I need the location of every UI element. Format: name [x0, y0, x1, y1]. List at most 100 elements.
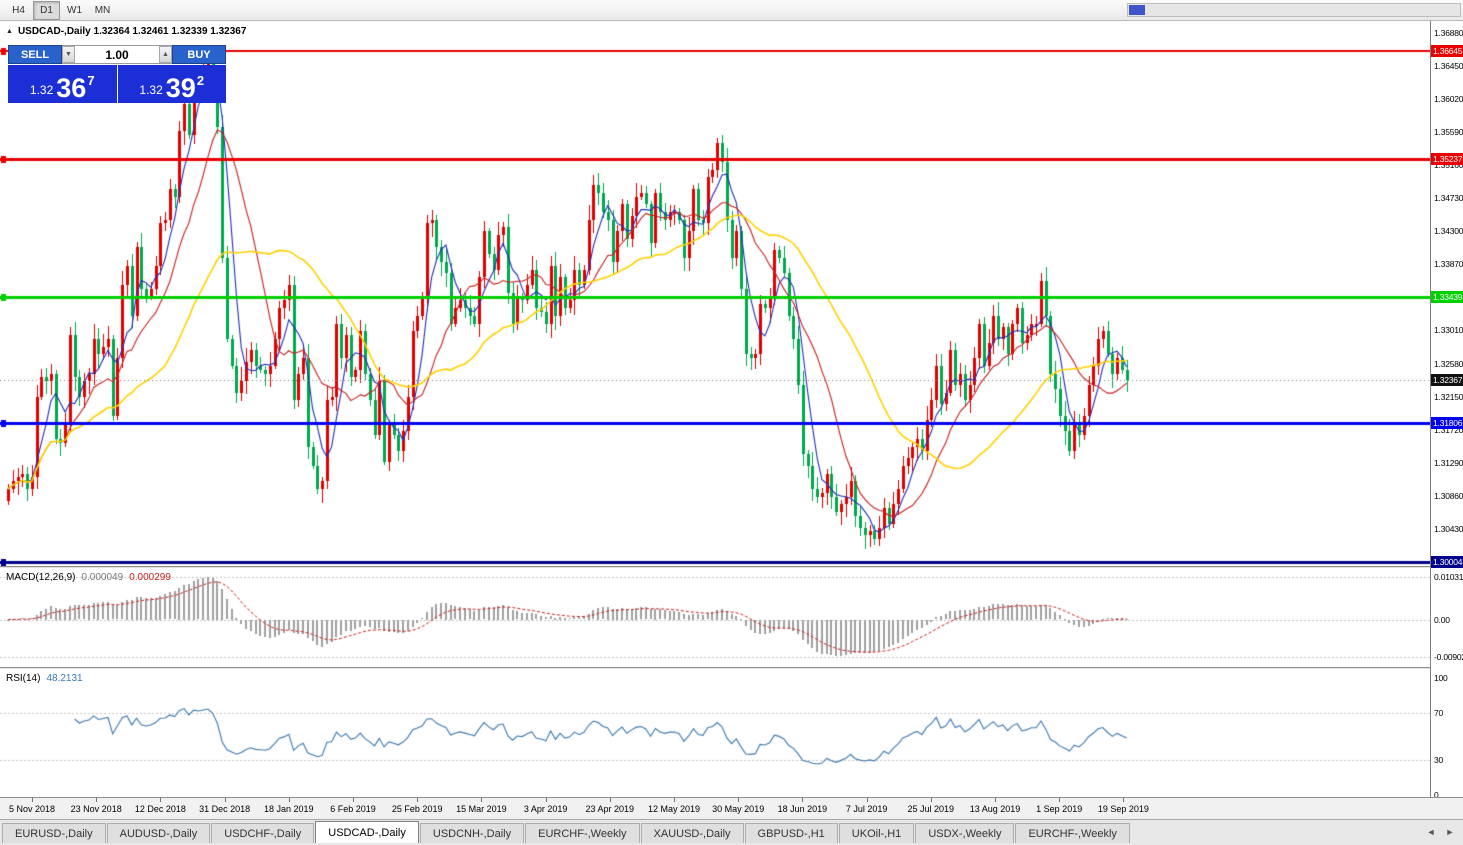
rsi-indicator-panel: RSI(14) 48.2131 — [0, 669, 1430, 797]
date-label: 3 Apr 2019 — [523, 804, 568, 814]
timeframe-button-d1[interactable]: D1 — [33, 0, 60, 20]
price-chart-panel: ▲ USDCAD-,Daily 1.32364 1.32461 1.32339 … — [0, 21, 1430, 566]
timeframe-toolbar: H4 D1 W1 MN — [0, 0, 1463, 21]
price-axis[interactable]: 1.368801.364501.360201.355901.351601.347… — [1430, 21, 1463, 800]
toolbar-scrollbar-thumb[interactable] — [1129, 5, 1145, 15]
date-tick — [481, 798, 482, 802]
macd-axis-label: 0.00 — [1434, 614, 1450, 625]
price-tick-label: 1.32580 — [1434, 358, 1463, 369]
timeframe-buttons: H4 D1 W1 MN — [5, 0, 117, 20]
price-level-badge: 1.33439 — [1431, 291, 1463, 304]
date-tick — [225, 798, 226, 802]
tab-scroll-arrows: ◄ ► — [1423, 823, 1463, 841]
date-tick — [1059, 798, 1060, 802]
chart-tab-usdx-weekly[interactable]: USDX-,Weekly — [915, 823, 1015, 843]
rsi-chart-canvas[interactable] — [0, 669, 1430, 797]
date-label: 30 May 2019 — [712, 804, 765, 814]
chart-tab-eurchf-weekly[interactable]: EURCHF-,Weekly — [525, 823, 640, 843]
axis-corner — [1430, 797, 1463, 819]
rsi-value: 48.2131 — [46, 673, 83, 684]
timeframe-button-h4[interactable]: H4 — [12, 4, 25, 16]
macd-axis-label: -0.0090203 — [1434, 651, 1463, 662]
chart-tab-usdchf-daily[interactable]: USDCHF-,Daily — [211, 823, 315, 843]
volume-input[interactable] — [75, 46, 159, 63]
chart-tab-gbpusd-h1[interactable]: GBPUSD-,H1 — [744, 823, 838, 843]
macd-chart-canvas[interactable] — [0, 568, 1430, 667]
price-tick-label: 1.36020 — [1434, 93, 1463, 104]
date-label: 15 Mar 2019 — [456, 804, 507, 814]
chart-tab-eurusd-daily[interactable]: EURUSD-,Daily — [2, 823, 106, 843]
macd-signal-value: 0.000299 — [129, 572, 171, 583]
rsi-axis-label: 100 — [1434, 673, 1448, 683]
date-tick — [738, 798, 739, 802]
chart-tab-xauusd-daily[interactable]: XAUUSD-,Daily — [640, 823, 744, 843]
date-tick — [546, 798, 547, 802]
price-level-badge: 1.31806 — [1431, 417, 1463, 430]
buy-price-pip-digit: 2 — [196, 73, 205, 88]
date-tick — [96, 798, 97, 802]
macd-name: MACD(12,26,9) — [6, 572, 76, 583]
date-tick — [1123, 798, 1124, 802]
volume-decrease-button[interactable]: ▼ — [62, 46, 75, 63]
price-tick-label: 1.31290 — [1434, 457, 1463, 468]
chart-tab-audusd-daily[interactable]: AUDUSD-,Daily — [106, 823, 211, 843]
date-label: 18 Jun 2019 — [777, 804, 828, 814]
chart-tabs-bar: EURUSD-,Daily AUDUSD-,Daily USDCHF-,Daily U… — [0, 819, 1463, 845]
price-tick-label: 1.35590 — [1434, 126, 1463, 137]
rsi-axis-label: 0 — [1434, 790, 1439, 800]
date-tick — [353, 798, 354, 802]
sell-price-prefix: 1.32 — [29, 83, 54, 97]
price-tick-label: 1.34300 — [1434, 226, 1463, 237]
indicator-collapse-icon[interactable]: ▲ — [6, 28, 13, 35]
price-tick-label: 1.31720 — [1434, 424, 1463, 435]
timeframe-button-w1[interactable]: W1 — [67, 4, 82, 16]
volume-increase-button[interactable]: ▲ — [159, 46, 172, 63]
tabs-scroll-right-icon[interactable]: ► — [1445, 826, 1455, 837]
date-tick — [931, 798, 932, 802]
rsi-axis-label: 70 — [1434, 708, 1444, 719]
one-click-trading-panel: SELL ▼ ▲ BUY 1.32 36 7 1.32 39 2 — [8, 45, 226, 103]
date-tick — [674, 798, 675, 802]
chart-tab-eurchf-weekly[interactable]: EURCHF-,Weekly — [1015, 823, 1130, 843]
price-tick-label: 1.33870 — [1434, 259, 1463, 270]
sell-button[interactable]: SELL — [8, 45, 62, 64]
chart-tab-ukoil-h1[interactable]: UKOil-,H1 — [838, 823, 915, 843]
chart-tab-usdcad-daily[interactable]: USDCAD-,Daily — [315, 821, 419, 843]
date-label: 12 May 2019 — [647, 804, 701, 814]
date-label: 31 Dec 2018 — [199, 804, 251, 814]
chart-tab-usdcnh-daily[interactable]: USDCNH-,Daily — [419, 823, 525, 843]
chart-title-text: USDCAD-,Daily 1.32364 1.32461 1.32339 1.… — [17, 26, 247, 37]
date-label: 7 Jul 2019 — [845, 804, 888, 814]
date-label: 18 Jan 2019 — [264, 804, 314, 814]
price-level-badge: 1.30004 — [1431, 555, 1463, 568]
date-tick — [610, 798, 611, 802]
toolbar-scrollbar[interactable] — [1127, 3, 1461, 17]
price-tick-label: 1.32150 — [1434, 391, 1463, 402]
time-axis[interactable]: 5 Nov 2018 23 Nov 2018 12 Dec 2018 31 Dec 2… — [0, 797, 1430, 819]
date-tick — [160, 798, 161, 802]
date-label: 23 Apr 2019 — [585, 804, 635, 814]
panel-separator[interactable] — [0, 667, 1463, 669]
panel-separator[interactable] — [0, 566, 1463, 568]
timeframe-button-mn[interactable]: MN — [94, 4, 111, 16]
date-tick — [289, 798, 290, 802]
buy-button[interactable]: BUY — [172, 45, 226, 64]
date-tick — [417, 798, 418, 802]
date-tick — [867, 798, 868, 802]
buy-price-display[interactable]: 1.32 39 2 — [117, 65, 226, 103]
date-label: 19 Sep 2019 — [1097, 804, 1149, 814]
tabs-scroll-left-icon[interactable]: ◄ — [1426, 826, 1436, 837]
price-tick-label: 1.36880 — [1434, 27, 1463, 38]
chart-title: ▲ USDCAD-,Daily 1.32364 1.32461 1.32339 … — [6, 26, 246, 37]
volume-control: ▼ ▲ — [62, 45, 172, 64]
price-tick-label: 1.34730 — [1434, 193, 1463, 204]
price-level-badge: 1.35237 — [1431, 153, 1463, 166]
sell-price-display[interactable]: 1.32 36 7 — [8, 65, 117, 103]
macd-axis-label: 0.010311 — [1434, 572, 1463, 583]
date-label: 6 Feb 2019 — [330, 804, 376, 814]
date-label: 23 Nov 2018 — [70, 804, 122, 814]
price-chart-canvas[interactable] — [0, 21, 1430, 566]
macd-main-value: 0.000049 — [81, 572, 124, 583]
rsi-label: RSI(14) 48.2131 — [6, 673, 83, 684]
